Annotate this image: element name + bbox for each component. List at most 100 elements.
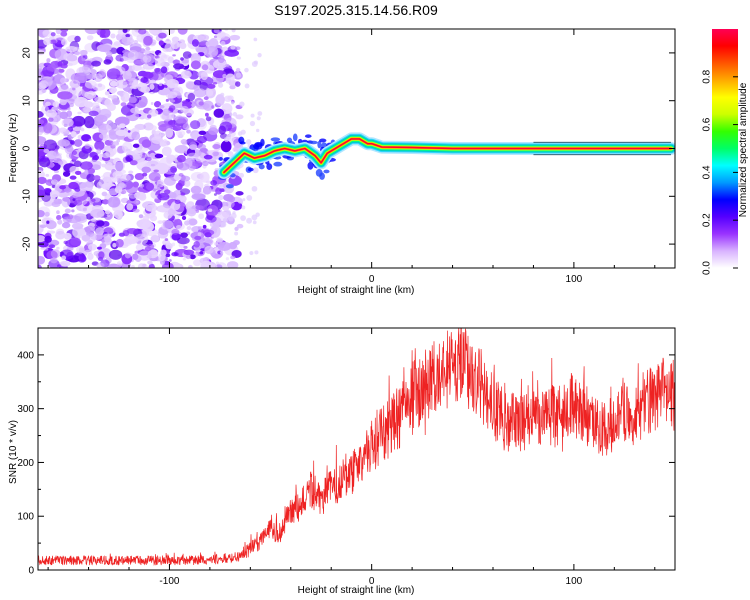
noise-speckle	[162, 108, 170, 116]
noise-speckle	[88, 110, 99, 117]
noise-speckle	[134, 172, 145, 181]
noise-speckle	[121, 141, 133, 153]
noise-speckle	[38, 255, 46, 265]
noise-speckle	[97, 246, 102, 250]
noise-speckle	[96, 121, 105, 129]
noise-speckle	[157, 220, 164, 224]
noise-speckle	[43, 139, 58, 152]
noise-speckle	[170, 166, 178, 173]
noise-speckle	[151, 136, 164, 145]
noise-speckle	[138, 29, 147, 35]
noise-speckle	[128, 170, 134, 174]
noise-speckle	[203, 154, 213, 160]
noise-speckle	[229, 34, 241, 41]
noise-speckle	[60, 31, 68, 37]
ridge-halo-blob	[225, 184, 234, 189]
noise-speckle	[120, 174, 131, 182]
noise-speckle	[107, 263, 121, 268]
noise-speckle	[90, 102, 100, 108]
noise-speckle	[106, 68, 121, 80]
noise-speckle	[220, 140, 232, 153]
noise-speckle	[163, 55, 168, 59]
noise-speckle	[225, 257, 230, 261]
noise-speckle	[69, 102, 74, 108]
noise-speckle	[134, 191, 146, 200]
noise-speckle	[164, 39, 172, 44]
noise-speckle	[219, 188, 226, 193]
noise-speckle	[132, 143, 140, 148]
noise-speckle	[57, 139, 71, 147]
noise-speckle	[101, 152, 110, 159]
noise-speckle	[235, 72, 242, 78]
noise-speckle	[72, 46, 81, 57]
noise-speckle	[232, 239, 240, 246]
spectrogram-y-ticks: -20 -10 0 10 20	[22, 28, 675, 269]
noise-speckle	[113, 41, 121, 46]
noise-speckle	[146, 255, 152, 259]
noise-speckle	[246, 217, 253, 224]
noise-speckle	[104, 91, 110, 96]
noise-speckle	[168, 191, 177, 199]
noise-speckle	[38, 176, 47, 185]
noise-speckle	[181, 100, 189, 104]
noise-speckle	[69, 79, 81, 89]
spectrogram-ridge	[217, 132, 675, 189]
noise-speckle	[252, 220, 257, 225]
noise-speckle	[256, 116, 261, 121]
noise-speckle	[252, 167, 259, 174]
noise-speckle	[108, 188, 119, 196]
spectrogram-y-axis-label: Frequency (Hz)	[8, 114, 19, 183]
noise-speckle	[214, 32, 231, 41]
noise-speckle	[213, 193, 217, 196]
noise-speckle	[250, 113, 255, 118]
noise-speckle	[181, 215, 187, 221]
noise-speckle	[238, 172, 245, 178]
noise-speckle	[57, 219, 63, 225]
noise-speckle	[63, 133, 69, 137]
noise-speckle	[81, 134, 92, 142]
ridge-halo-blob	[254, 141, 263, 148]
ridge-halo-blob	[317, 140, 322, 149]
noise-speckle	[183, 249, 195, 256]
noise-speckle	[205, 116, 212, 122]
noise-speckle	[135, 243, 144, 251]
noise-speckle	[108, 86, 118, 93]
noise-speckle	[141, 166, 152, 173]
noise-speckle	[46, 220, 50, 224]
noise-speckle	[196, 135, 207, 144]
noise-speckle	[79, 161, 93, 170]
noise-speckle	[131, 264, 135, 268]
noise-speckle	[173, 86, 184, 96]
noise-speckle	[230, 255, 236, 260]
noise-speckle	[149, 83, 155, 90]
noise-speckle	[43, 187, 52, 193]
colorbar-gradient	[712, 29, 738, 268]
noise-speckle	[107, 94, 113, 99]
noise-speckle	[108, 129, 116, 136]
noise-speckle	[189, 130, 199, 140]
noise-speckle	[94, 96, 104, 102]
ridge-halo-blob	[218, 157, 223, 161]
noise-speckle	[226, 210, 231, 215]
ridge-halo-blob	[319, 138, 327, 143]
noise-speckle	[234, 231, 239, 236]
noise-speckle	[215, 261, 219, 265]
snr-x-tick-label: -100	[159, 576, 179, 587]
noise-speckle	[170, 99, 176, 103]
noise-speckle	[165, 98, 169, 102]
noise-speckle	[158, 82, 163, 87]
colorbar-tick-label: 0.8	[702, 69, 713, 83]
noise-speckle	[134, 250, 140, 254]
snr-panel: -100 0 100 0 100 200 300 400 Height of straigh…	[8, 327, 676, 596]
noise-speckle	[52, 151, 60, 157]
ridge-halo-blob	[266, 163, 273, 170]
noise-speckle	[150, 102, 154, 106]
spectrogram-y-tick-label: -20	[22, 236, 33, 251]
noise-speckle	[220, 92, 225, 97]
noise-speckle	[131, 63, 142, 72]
chart-title: S197.2025.315.14.56.R09	[274, 2, 438, 18]
noise-speckle	[72, 198, 76, 202]
noise-speckle	[217, 241, 232, 252]
noise-speckle	[112, 242, 117, 248]
noise-speckle	[249, 250, 254, 256]
